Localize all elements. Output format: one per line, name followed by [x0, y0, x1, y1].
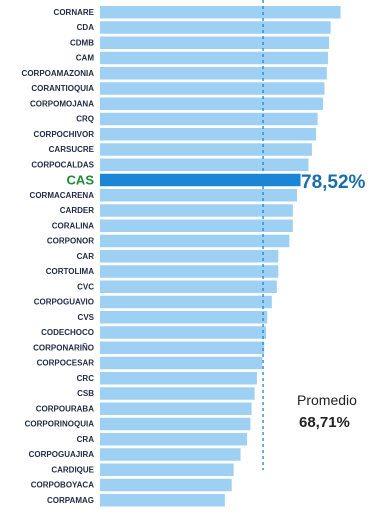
- bar: [100, 463, 234, 476]
- bar: [100, 433, 247, 446]
- bar: [100, 265, 279, 278]
- category-label: CDMB: [70, 38, 94, 47]
- category-labels-group: CORNARE CDA CDMB CAM CORPOAMAZONIA CORANTIOQU…: [22, 8, 95, 505]
- bar: [100, 21, 331, 34]
- category-label: CORTOLIMA: [46, 267, 95, 276]
- category-label: CDA: [77, 23, 95, 32]
- bar: [100, 112, 318, 126]
- bar: [100, 494, 225, 507]
- bar: [100, 219, 293, 232]
- category-label: CORMACARENA: [30, 191, 95, 200]
- bar: [100, 189, 298, 202]
- category-label: CORPOGUAVIO: [34, 298, 94, 307]
- bars-group: [100, 6, 341, 507]
- category-label: CAS: [67, 173, 95, 188]
- category-label: CORPOAMAZONIA: [22, 69, 95, 78]
- bar: [100, 6, 341, 19]
- bar: [100, 295, 272, 309]
- average-value: 68,71%: [299, 414, 350, 431]
- bar: [100, 326, 267, 339]
- category-label: CRQ: [76, 115, 94, 124]
- category-label: CARDIQUE: [51, 465, 94, 474]
- category-label: CORPONARIÑO: [33, 343, 94, 352]
- bar: [100, 372, 257, 385]
- category-label: CARSUCRE: [49, 145, 95, 154]
- category-label: CODECHOCO: [41, 328, 94, 337]
- bar: [100, 417, 251, 431]
- bar: [100, 387, 255, 400]
- bar: [100, 82, 325, 95]
- category-label: CARDER: [60, 206, 94, 215]
- bar: [100, 250, 279, 263]
- category-label: CORPOCESAR: [37, 359, 95, 368]
- bar: [100, 311, 268, 324]
- category-label: CORPOURABA: [36, 404, 94, 413]
- category-label: CVS: [78, 313, 95, 322]
- bar: [100, 478, 232, 492]
- category-label: CORPOMOJANA: [30, 99, 94, 108]
- category-label: CVC: [77, 282, 94, 291]
- bar: [100, 36, 330, 49]
- bar: [100, 67, 327, 80]
- category-label: CORANTIOQUIA: [31, 84, 94, 93]
- bar: [100, 128, 317, 141]
- bar: [100, 143, 312, 156]
- category-label: CORPONOR: [47, 237, 94, 246]
- category-label: CAR: [77, 252, 95, 261]
- category-label: CORNARE: [54, 8, 95, 17]
- category-label: CRA: [77, 435, 95, 444]
- category-label: CSB: [77, 389, 94, 398]
- bar: [100, 448, 241, 461]
- bar: [100, 341, 265, 354]
- category-label: CORPORINOQUIA: [25, 420, 95, 429]
- bar: [100, 158, 309, 171]
- average-label: Promedio: [297, 392, 357, 408]
- bar: [100, 402, 252, 415]
- category-label: CORPAMAG: [47, 496, 94, 505]
- bar: [100, 97, 323, 110]
- bar: [100, 234, 290, 248]
- bar: [100, 51, 328, 65]
- category-label: CORPOBOYACA: [31, 481, 94, 490]
- bar: [100, 356, 263, 370]
- category-label: CAM: [76, 54, 95, 63]
- highlight-value-label: 78,52%: [301, 172, 366, 193]
- category-label: CORPOCHIVOR: [34, 130, 95, 139]
- bar: [100, 280, 277, 293]
- category-label: CRC: [77, 374, 95, 383]
- category-label: CORPOGUAJIRA: [29, 450, 95, 459]
- bar-highlight: [100, 173, 301, 187]
- bar: [100, 204, 293, 217]
- category-label: CORALINA: [52, 221, 94, 230]
- category-label: CORPOCALDAS: [31, 160, 94, 169]
